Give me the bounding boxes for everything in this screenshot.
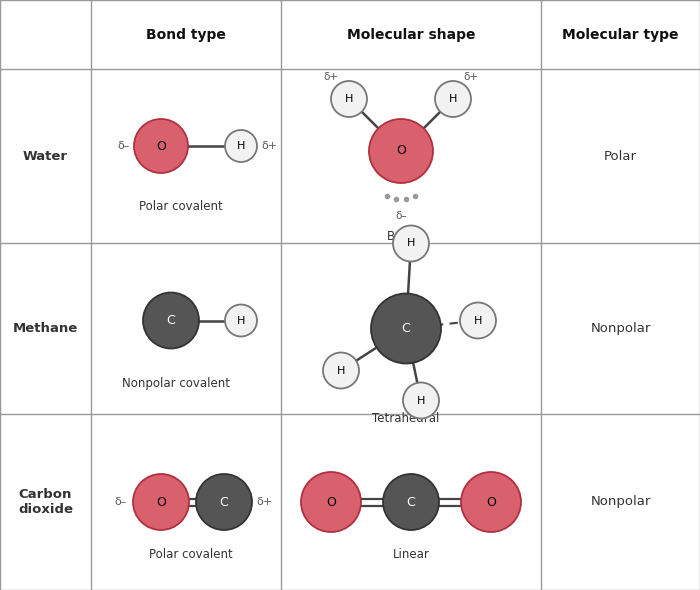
Circle shape: [403, 382, 439, 418]
Circle shape: [371, 293, 441, 363]
Text: H: H: [337, 365, 345, 375]
Circle shape: [301, 472, 361, 532]
Circle shape: [435, 81, 471, 117]
Text: δ+: δ+: [261, 141, 277, 151]
Circle shape: [369, 119, 433, 183]
Circle shape: [134, 119, 188, 173]
Text: Water: Water: [23, 149, 68, 162]
Text: Linear: Linear: [393, 548, 429, 560]
Circle shape: [393, 225, 429, 261]
Text: C: C: [220, 496, 228, 509]
Text: H: H: [416, 395, 425, 405]
Circle shape: [461, 472, 521, 532]
Text: O: O: [486, 496, 496, 509]
Text: H: H: [345, 94, 354, 104]
Text: Methane: Methane: [13, 322, 78, 335]
Text: Molecular shape: Molecular shape: [346, 28, 475, 41]
Text: Bent: Bent: [387, 230, 415, 242]
Text: Nonpolar: Nonpolar: [590, 322, 651, 335]
Text: δ+: δ+: [323, 72, 339, 82]
Text: Molecular type: Molecular type: [562, 28, 679, 41]
Circle shape: [143, 293, 199, 349]
Circle shape: [133, 474, 189, 530]
Text: Nonpolar covalent: Nonpolar covalent: [122, 377, 230, 390]
Text: C: C: [167, 314, 176, 327]
Text: Carbon
dioxide: Carbon dioxide: [18, 488, 73, 516]
Text: Polar covalent: Polar covalent: [139, 199, 223, 212]
Text: O: O: [156, 139, 166, 152]
Circle shape: [323, 352, 359, 388]
Text: δ–: δ–: [395, 211, 407, 221]
Text: δ–: δ–: [115, 497, 127, 507]
Text: C: C: [402, 322, 410, 335]
Text: δ+: δ+: [256, 497, 272, 507]
Circle shape: [225, 304, 257, 336]
Circle shape: [225, 130, 257, 162]
Text: C: C: [407, 496, 415, 509]
Text: O: O: [156, 496, 166, 509]
Circle shape: [196, 474, 252, 530]
Circle shape: [383, 474, 439, 530]
Text: H: H: [474, 316, 482, 326]
Text: H: H: [407, 238, 415, 248]
Text: Polar: Polar: [604, 149, 637, 162]
Text: H: H: [237, 141, 245, 151]
Text: Bond type: Bond type: [146, 28, 226, 41]
Text: δ+: δ+: [463, 72, 479, 82]
Text: O: O: [396, 145, 406, 158]
Text: O: O: [326, 496, 336, 509]
Circle shape: [460, 303, 496, 339]
Text: H: H: [237, 316, 245, 326]
Text: Nonpolar: Nonpolar: [590, 496, 651, 509]
Text: H: H: [449, 94, 457, 104]
Text: δ–: δ–: [118, 141, 130, 151]
Text: Polar covalent: Polar covalent: [149, 548, 233, 560]
Circle shape: [331, 81, 367, 117]
Text: Tetrahedral: Tetrahedral: [372, 412, 440, 425]
